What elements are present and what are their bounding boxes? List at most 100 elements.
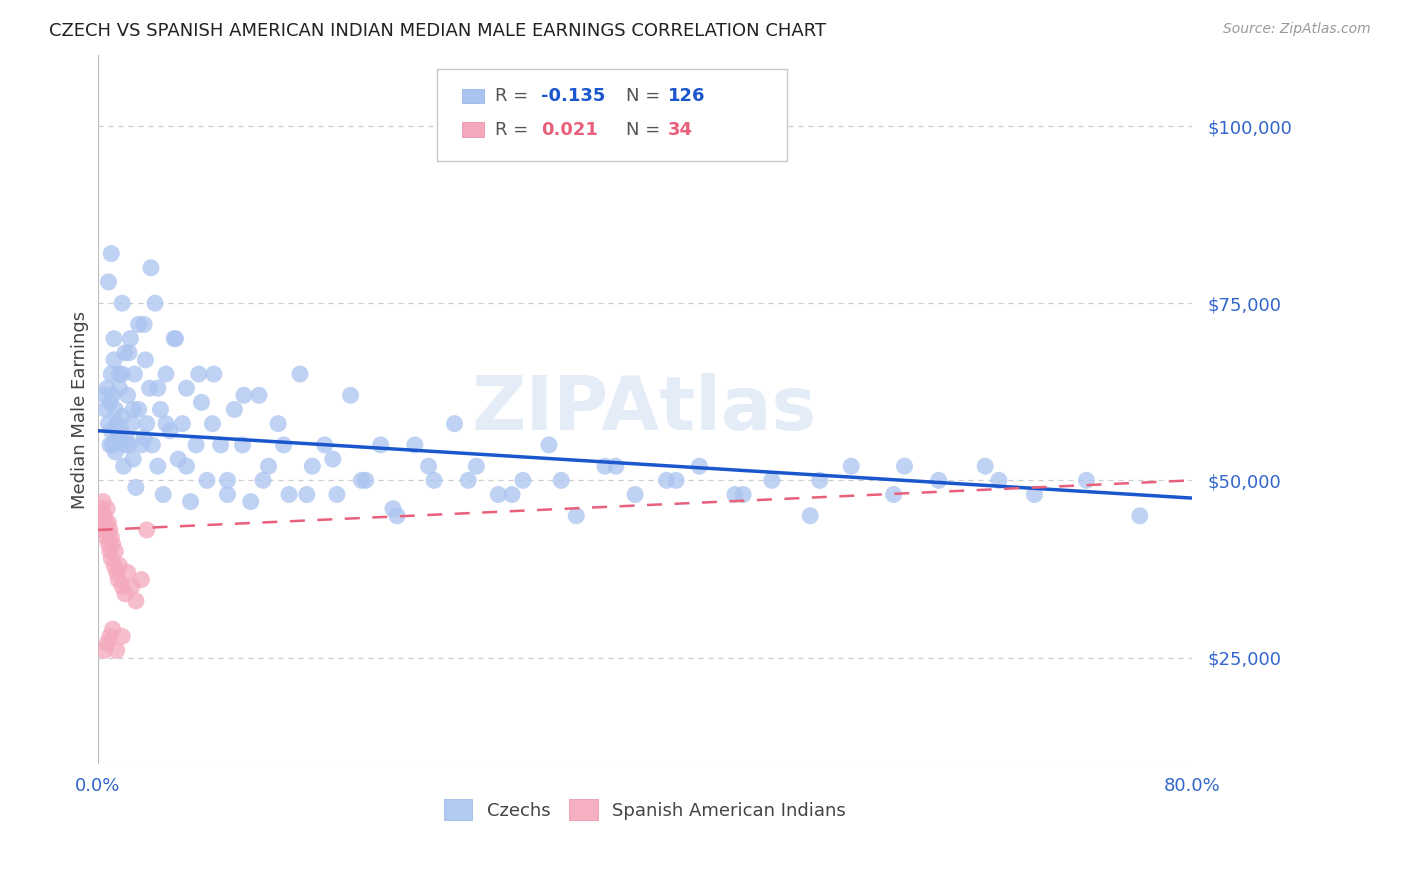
Point — [111, 296, 134, 310]
Point — [152, 487, 174, 501]
Point — [90, 501, 112, 516]
Point — [94, 402, 117, 417]
Point — [350, 474, 373, 488]
Point — [105, 424, 128, 438]
Point — [110, 424, 132, 438]
Point — [97, 537, 120, 551]
Point — [117, 388, 139, 402]
Point — [101, 537, 124, 551]
Point — [443, 417, 465, 431]
Point — [94, 516, 117, 530]
Point — [107, 573, 129, 587]
Point — [465, 459, 488, 474]
Point — [96, 636, 118, 650]
Point — [103, 558, 125, 573]
Point — [295, 487, 318, 501]
Text: CZECH VS SPANISH AMERICAN INDIAN MEDIAN MALE EARNINGS CORRELATION CHART: CZECH VS SPANISH AMERICAN INDIAN MEDIAN … — [49, 22, 827, 40]
Point — [108, 381, 131, 395]
Point — [257, 459, 280, 474]
Point — [167, 452, 190, 467]
Text: 34: 34 — [668, 120, 693, 138]
Point — [105, 643, 128, 657]
Point — [176, 459, 198, 474]
Point — [91, 516, 114, 530]
Point — [112, 459, 135, 474]
Point — [322, 452, 344, 467]
Point — [187, 367, 209, 381]
Point — [537, 438, 560, 452]
Point — [134, 352, 156, 367]
Point — [118, 438, 141, 452]
Text: R =: R = — [495, 120, 529, 138]
Point — [404, 438, 426, 452]
Point — [100, 530, 122, 544]
Point — [135, 417, 157, 431]
Point — [104, 402, 127, 417]
Point — [100, 246, 122, 260]
Point — [111, 367, 134, 381]
Point — [1076, 474, 1098, 488]
Point — [501, 487, 523, 501]
Point — [799, 508, 821, 523]
Point — [100, 367, 122, 381]
Point — [124, 367, 146, 381]
Point — [278, 487, 301, 501]
Point — [108, 558, 131, 573]
Point — [132, 431, 155, 445]
Point — [163, 332, 186, 346]
Text: 0.021: 0.021 — [541, 120, 598, 138]
Point — [550, 474, 572, 488]
Point — [688, 459, 710, 474]
Point — [839, 459, 862, 474]
Text: R =: R = — [495, 87, 529, 105]
Point — [195, 474, 218, 488]
Point — [314, 438, 336, 452]
Point — [808, 474, 831, 488]
Point — [354, 474, 377, 488]
Point — [101, 622, 124, 636]
Point — [97, 516, 120, 530]
Point — [131, 573, 153, 587]
FancyBboxPatch shape — [463, 122, 484, 136]
Point — [96, 523, 118, 537]
Point — [624, 487, 647, 501]
Point — [418, 459, 440, 474]
Point — [114, 438, 136, 452]
Point — [138, 381, 160, 395]
Point — [96, 381, 118, 395]
Point — [217, 474, 239, 488]
Point — [184, 438, 207, 452]
Point — [122, 452, 145, 467]
Point — [93, 643, 115, 657]
Point — [155, 367, 177, 381]
Point — [98, 395, 121, 409]
FancyBboxPatch shape — [437, 70, 787, 161]
Point — [125, 594, 148, 608]
Point — [97, 275, 120, 289]
Point — [146, 459, 169, 474]
Point — [98, 629, 121, 643]
Point — [104, 544, 127, 558]
Point — [202, 367, 225, 381]
Point — [165, 332, 187, 346]
Point — [273, 438, 295, 452]
Point — [155, 417, 177, 431]
Point — [512, 474, 534, 488]
Point — [114, 587, 136, 601]
Point — [974, 459, 997, 474]
Point — [301, 459, 323, 474]
Point — [209, 438, 232, 452]
Point — [146, 381, 169, 395]
FancyBboxPatch shape — [463, 89, 484, 103]
Point — [139, 260, 162, 275]
Point — [117, 566, 139, 580]
Point — [97, 417, 120, 431]
Point — [131, 438, 153, 452]
Point — [217, 487, 239, 501]
Point — [135, 523, 157, 537]
Point — [96, 501, 118, 516]
Point — [122, 402, 145, 417]
Point — [180, 494, 202, 508]
Point — [224, 402, 246, 417]
Point — [593, 459, 616, 474]
